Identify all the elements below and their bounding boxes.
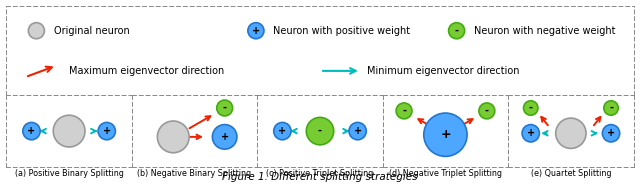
Text: -: - bbox=[485, 106, 489, 116]
Text: (c) Positive Triplet Splitting: (c) Positive Triplet Splitting bbox=[266, 169, 374, 178]
Text: -: - bbox=[318, 126, 322, 136]
Ellipse shape bbox=[217, 100, 232, 116]
Text: -: - bbox=[454, 26, 459, 36]
Text: +: + bbox=[252, 26, 260, 36]
Text: +: + bbox=[353, 126, 362, 136]
Text: +: + bbox=[102, 126, 111, 136]
Text: -: - bbox=[402, 106, 406, 116]
Ellipse shape bbox=[524, 101, 538, 115]
Text: (d) Negative Triplet Splitting: (d) Negative Triplet Splitting bbox=[389, 169, 502, 178]
Text: +: + bbox=[527, 128, 535, 138]
Text: -: - bbox=[529, 103, 532, 113]
Text: -: - bbox=[223, 103, 227, 113]
Ellipse shape bbox=[449, 23, 465, 39]
Text: Figure 1. Different splitting strategies: Figure 1. Different splitting strategies bbox=[222, 172, 418, 182]
Text: +: + bbox=[221, 132, 228, 142]
Ellipse shape bbox=[212, 125, 237, 149]
Ellipse shape bbox=[98, 122, 115, 140]
Ellipse shape bbox=[604, 101, 618, 115]
Ellipse shape bbox=[602, 125, 620, 142]
Text: (e) Quartet Splitting: (e) Quartet Splitting bbox=[531, 169, 611, 178]
Text: (b) Negative Binary Splitting: (b) Negative Binary Splitting bbox=[138, 169, 252, 178]
Text: Neuron with positive weight: Neuron with positive weight bbox=[273, 26, 410, 36]
Ellipse shape bbox=[556, 118, 586, 148]
Text: Minimum eigenvector direction: Minimum eigenvector direction bbox=[367, 66, 520, 76]
Text: +: + bbox=[440, 128, 451, 141]
Text: (a) Positive Binary Splitting: (a) Positive Binary Splitting bbox=[15, 169, 124, 178]
Ellipse shape bbox=[28, 23, 44, 39]
Text: Neuron with negative weight: Neuron with negative weight bbox=[474, 26, 616, 36]
Ellipse shape bbox=[157, 121, 189, 153]
Ellipse shape bbox=[307, 117, 333, 145]
Ellipse shape bbox=[522, 125, 540, 142]
Text: +: + bbox=[28, 126, 36, 136]
Ellipse shape bbox=[349, 122, 366, 140]
Text: -: - bbox=[609, 103, 613, 113]
Ellipse shape bbox=[248, 23, 264, 39]
Ellipse shape bbox=[424, 113, 467, 156]
Text: Original neuron: Original neuron bbox=[54, 26, 129, 36]
Ellipse shape bbox=[274, 122, 291, 140]
Text: +: + bbox=[278, 126, 287, 136]
Ellipse shape bbox=[23, 122, 40, 140]
Text: Maximum eigenvector direction: Maximum eigenvector direction bbox=[69, 66, 225, 76]
Ellipse shape bbox=[479, 103, 495, 119]
Ellipse shape bbox=[396, 103, 412, 119]
Ellipse shape bbox=[53, 115, 85, 147]
Text: +: + bbox=[607, 128, 615, 138]
